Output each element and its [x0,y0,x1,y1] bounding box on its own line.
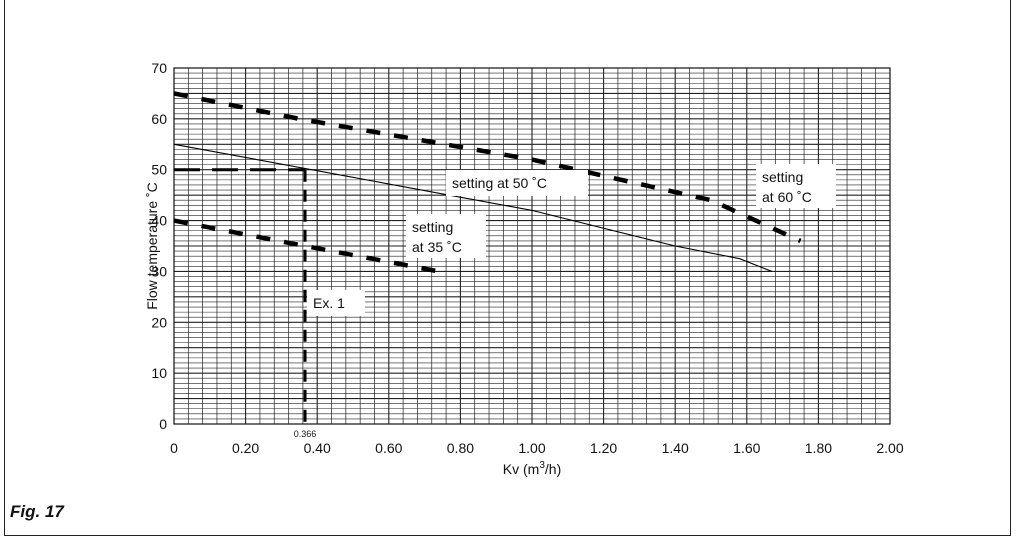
series-line-3 [173,218,440,274]
grid [174,68,890,424]
example-x-value: 0.366 [294,429,317,439]
series-line-2 [173,143,773,272]
x-tick-label: 0 [170,440,178,456]
annotation-label-60: setting at 60 ˚C [756,164,836,208]
x-tick-label: 1.60 [733,440,760,456]
y-tick-label: 40 [151,213,167,229]
y-tick-label: 30 [151,263,167,279]
y-tick-label: 60 [151,111,167,127]
annotation-label-50: setting at 50 ˚C [446,170,588,196]
example-layer: 0.366 [174,168,317,439]
tick-labels: 0 0.20 0.40 0.60 0.80 1.00 1.20 1.40 1.60 1.80 2.0… [151,60,903,456]
annotation-background [307,290,365,316]
annotation-background [756,164,836,208]
annotation-label-35: setting at 35 ˚C [406,214,486,258]
annotation-text: at 35 ˚C [412,239,462,255]
y-tick-label: 20 [151,314,167,330]
x-tick-label: 2.00 [876,440,903,456]
series-layer [173,91,802,274]
y-tick-label: 10 [151,365,167,381]
y-tick-label: 0 [159,416,167,432]
x-axis-label: Kv (m3/h) [503,460,561,477]
x-tick-label: 0.80 [447,440,474,456]
annotation-text: at 60 ˚C [762,189,812,205]
annotations: setting at 60 ˚C setting at 50 ˚C setting at… [307,164,836,316]
series-line-1 [173,91,802,243]
y-axis-label: Flow temperature ˚C [144,182,160,310]
annotation-background [446,170,588,196]
annotation-text: setting [762,169,803,185]
x-tick-label: 1.80 [805,440,832,456]
figure-frame [4,0,1011,536]
figure-caption: Fig. 17 [10,502,64,521]
plot-border [173,67,891,425]
annotation-text: setting at 50 ˚C [452,175,547,191]
y-tick-label: 70 [151,60,167,76]
annotation-background [406,214,486,258]
annotation-text: Ex. 1 [313,295,345,311]
x-tick-label: 1.40 [662,440,689,456]
x-tick-label: 0.20 [232,440,259,456]
annotation-label-ex1: Ex. 1 [307,290,365,316]
annotation-text: setting [412,219,453,235]
x-tick-label: 1.00 [518,440,545,456]
y-tick-label: 50 [151,162,167,178]
x-tick-label: 1.20 [590,440,617,456]
x-tick-label: 0.60 [375,440,402,456]
x-tick-label: 0.40 [304,440,331,456]
